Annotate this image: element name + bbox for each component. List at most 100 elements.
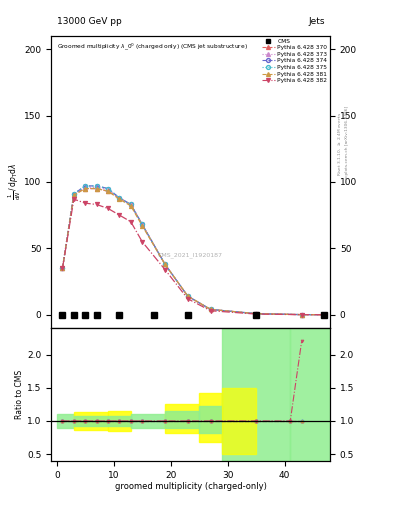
- Pythia 6.428 381: [299, 311, 304, 317]
- Pythia 6.428 382: [117, 212, 122, 218]
- Pythia 6.428 382: [299, 312, 304, 318]
- Text: mcplots.cern.ch [arXiv:1306.3436]: mcplots.cern.ch [arXiv:1306.3436]: [345, 106, 349, 181]
- Pythia 6.428 373: [163, 261, 167, 267]
- Text: 13000 GeV pp: 13000 GeV pp: [57, 16, 121, 26]
- Pythia 6.428 381: [94, 185, 99, 191]
- Pythia 6.428 381: [185, 293, 190, 299]
- Pythia 6.428 375: [83, 183, 88, 189]
- Pythia 6.428 373: [72, 191, 76, 197]
- Y-axis label: $\frac{1}{\mathrm{d}N}\,/\,\mathrm{d}p_{\mathrm{T}}\mathrm{d}\lambda$: $\frac{1}{\mathrm{d}N}\,/\,\mathrm{d}p_{…: [7, 163, 23, 201]
- Pythia 6.428 382: [185, 296, 190, 302]
- CMS: [185, 312, 190, 318]
- Pythia 6.428 382: [140, 239, 145, 245]
- Pythia 6.428 382: [163, 266, 167, 272]
- Text: CMS_2021_I1920187: CMS_2021_I1920187: [158, 252, 223, 258]
- Pythia 6.428 381: [322, 312, 327, 318]
- Pythia 6.428 374: [163, 261, 167, 267]
- Line: Pythia 6.428 381: Pythia 6.428 381: [61, 186, 327, 317]
- Bar: [290, 328, 330, 461]
- Pythia 6.428 382: [72, 196, 76, 202]
- Bar: [199, 393, 222, 442]
- Pythia 6.428 375: [117, 195, 122, 201]
- Pythia 6.428 381: [254, 311, 259, 317]
- Pythia 6.428 373: [117, 195, 122, 201]
- Pythia 6.428 370: [254, 311, 259, 317]
- Pythia 6.428 370: [72, 191, 76, 197]
- Pythia 6.428 374: [60, 265, 65, 271]
- Legend: CMS, Pythia 6.428 370, Pythia 6.428 373, Pythia 6.428 374, Pythia 6.428 375, Pyt: CMS, Pythia 6.428 370, Pythia 6.428 373,…: [261, 37, 329, 84]
- Bar: [222, 328, 290, 461]
- Pythia 6.428 373: [185, 293, 190, 299]
- Pythia 6.428 370: [185, 293, 190, 299]
- Pythia 6.428 375: [140, 221, 145, 227]
- Bar: [57, 414, 74, 428]
- Pythia 6.428 375: [254, 311, 259, 317]
- Pythia 6.428 381: [208, 306, 213, 312]
- Pythia 6.428 370: [163, 261, 167, 267]
- Bar: [199, 407, 222, 433]
- Pythia 6.428 370: [140, 221, 145, 227]
- Pythia 6.428 374: [140, 221, 145, 227]
- Pythia 6.428 375: [129, 201, 133, 207]
- Pythia 6.428 375: [322, 312, 327, 318]
- Pythia 6.428 375: [106, 185, 110, 191]
- Pythia 6.428 381: [129, 203, 133, 209]
- Bar: [165, 404, 199, 433]
- Pythia 6.428 382: [208, 308, 213, 314]
- Pythia 6.428 370: [208, 306, 213, 312]
- Pythia 6.428 373: [106, 187, 110, 193]
- Pythia 6.428 375: [163, 261, 167, 267]
- Pythia 6.428 375: [94, 183, 99, 189]
- Pythia 6.428 374: [254, 311, 259, 317]
- Bar: [222, 388, 256, 454]
- Pythia 6.428 373: [60, 265, 65, 271]
- Pythia 6.428 370: [299, 311, 304, 317]
- Pythia 6.428 373: [140, 221, 145, 227]
- Pythia 6.428 375: [208, 306, 213, 312]
- Pythia 6.428 373: [299, 311, 304, 317]
- Pythia 6.428 374: [83, 183, 88, 189]
- Pythia 6.428 373: [94, 184, 99, 190]
- Pythia 6.428 381: [140, 223, 145, 229]
- Pythia 6.428 370: [117, 195, 122, 201]
- Pythia 6.428 374: [208, 306, 213, 312]
- Pythia 6.428 375: [185, 293, 190, 299]
- Line: Pythia 6.428 375: Pythia 6.428 375: [61, 184, 327, 317]
- Pythia 6.428 381: [72, 192, 76, 198]
- Pythia 6.428 382: [94, 201, 99, 207]
- Pythia 6.428 373: [254, 311, 259, 317]
- Pythia 6.428 381: [117, 196, 122, 202]
- Line: Pythia 6.428 373: Pythia 6.428 373: [61, 185, 327, 317]
- Pythia 6.428 374: [322, 312, 327, 318]
- Pythia 6.428 382: [129, 219, 133, 225]
- Bar: [108, 416, 131, 426]
- CMS: [151, 312, 156, 318]
- Pythia 6.428 373: [83, 184, 88, 190]
- CMS: [83, 312, 88, 318]
- Pythia 6.428 381: [163, 261, 167, 267]
- Pythia 6.428 375: [60, 265, 65, 271]
- Pythia 6.428 374: [299, 311, 304, 317]
- Y-axis label: Ratio to CMS: Ratio to CMS: [15, 370, 24, 419]
- Bar: [165, 411, 199, 428]
- Pythia 6.428 373: [322, 312, 327, 318]
- CMS: [117, 312, 122, 318]
- Pythia 6.428 382: [60, 265, 65, 271]
- Line: Pythia 6.428 370: Pythia 6.428 370: [61, 186, 327, 317]
- Pythia 6.428 374: [129, 201, 133, 207]
- Pythia 6.428 382: [254, 311, 259, 317]
- Pythia 6.428 374: [185, 293, 190, 299]
- CMS: [254, 312, 259, 318]
- Pythia 6.428 382: [322, 312, 327, 318]
- Pythia 6.428 381: [83, 185, 88, 191]
- Pythia 6.428 370: [83, 185, 88, 191]
- X-axis label: groomed multiplicity (charged-only): groomed multiplicity (charged-only): [115, 482, 266, 492]
- Pythia 6.428 381: [106, 188, 110, 194]
- CMS: [322, 312, 327, 318]
- Line: Pythia 6.428 382: Pythia 6.428 382: [61, 197, 327, 317]
- CMS: [94, 312, 99, 318]
- Pythia 6.428 382: [83, 200, 88, 206]
- Pythia 6.428 370: [94, 185, 99, 191]
- Pythia 6.428 381: [60, 265, 65, 271]
- Bar: [108, 411, 131, 431]
